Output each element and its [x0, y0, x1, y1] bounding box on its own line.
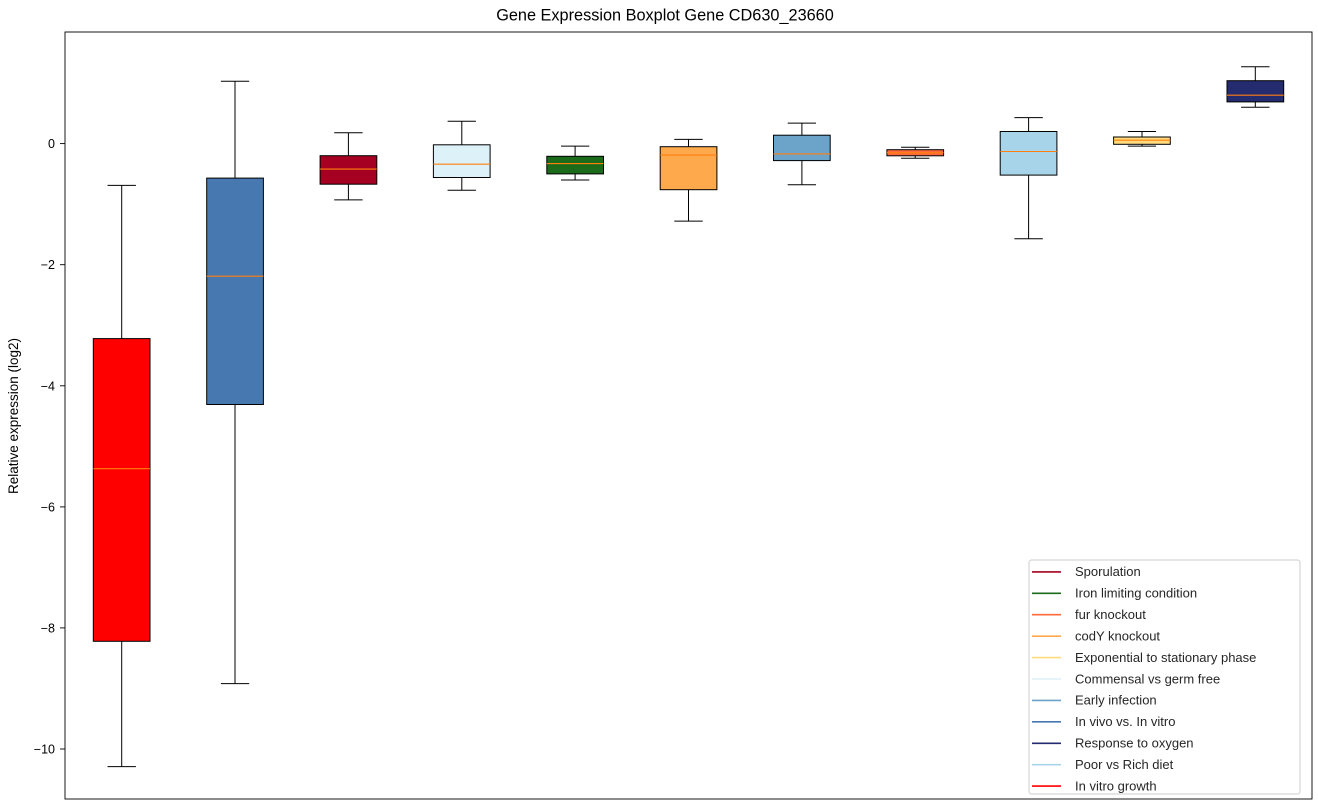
svg-text:−10: −10 — [34, 743, 55, 757]
svg-text:−6: −6 — [41, 500, 55, 514]
svg-text:Poor vs Rich diet: Poor vs Rich diet — [1075, 757, 1174, 772]
svg-text:−8: −8 — [41, 621, 55, 635]
svg-text:Relative expression (log2): Relative expression (log2) — [6, 338, 21, 494]
svg-text:0: 0 — [48, 137, 55, 151]
svg-text:Gene Expression Boxplot Gene C: Gene Expression Boxplot Gene CD630_23660 — [496, 7, 834, 25]
svg-text:Sporulation: Sporulation — [1075, 564, 1141, 579]
svg-text:In vivo vs. In vitro: In vivo vs. In vitro — [1075, 714, 1175, 729]
svg-text:Iron limiting condition: Iron limiting condition — [1075, 586, 1197, 601]
svg-text:−4: −4 — [41, 379, 55, 393]
svg-text:Exponential to stationary phas: Exponential to stationary phase — [1075, 650, 1256, 665]
svg-text:Commensal vs germ free: Commensal vs germ free — [1075, 671, 1220, 686]
svg-text:Response to oxygen: Response to oxygen — [1075, 736, 1194, 751]
svg-text:In vitro growth: In vitro growth — [1075, 778, 1157, 793]
svg-text:−2: −2 — [41, 258, 55, 272]
svg-text:Early infection: Early infection — [1075, 693, 1157, 708]
svg-text:codY knockout: codY knockout — [1075, 629, 1160, 644]
svg-text:fur knockout: fur knockout — [1075, 607, 1146, 622]
